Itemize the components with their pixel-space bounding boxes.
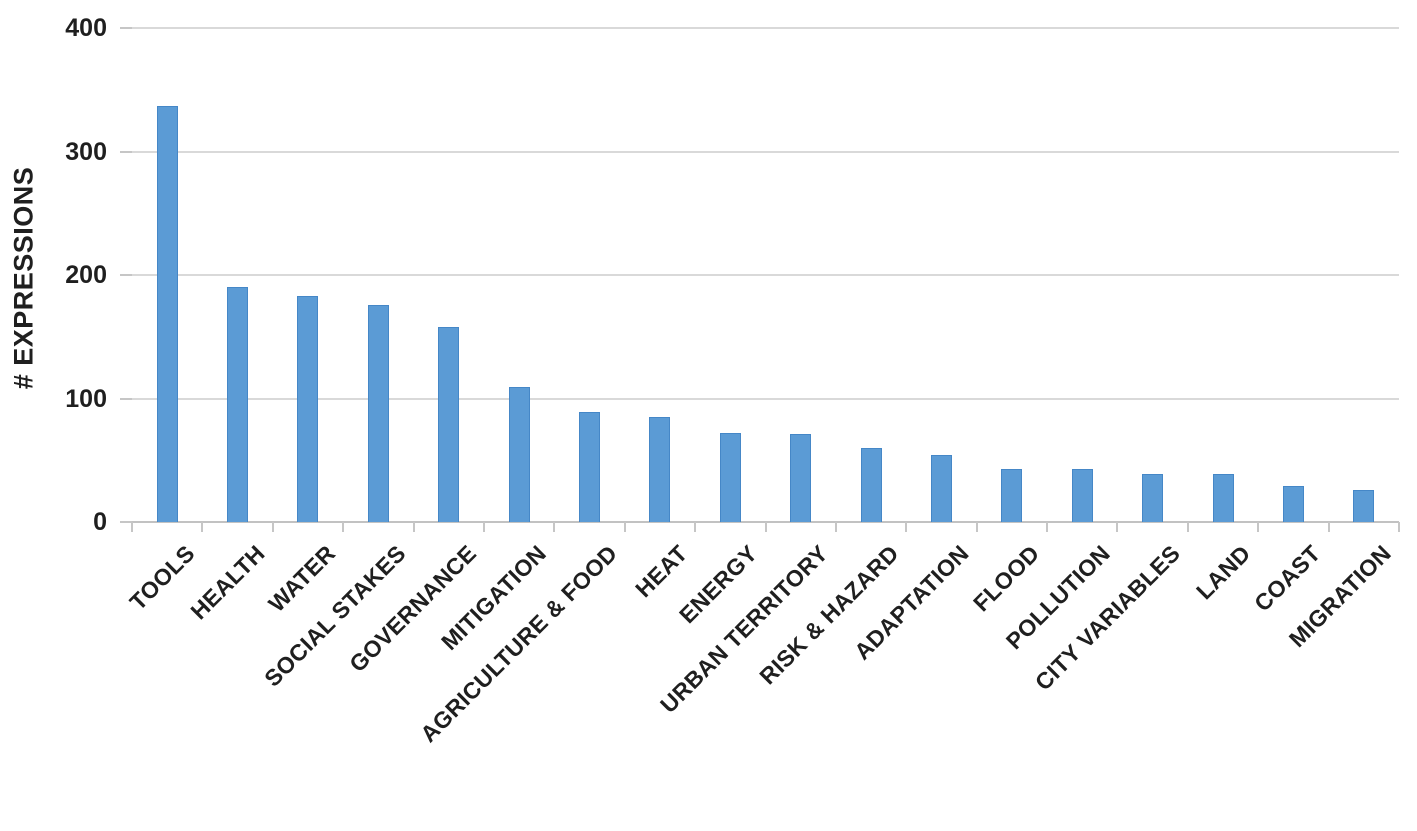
bar-risk-hazard — [860, 447, 882, 522]
x-boundary-tick — [131, 522, 133, 532]
bar-land — [1212, 473, 1234, 522]
x-boundary-tick — [764, 522, 767, 532]
x-boundary-tick — [342, 522, 345, 532]
x-boundary-tick — [201, 522, 204, 532]
gridline-400 — [132, 27, 1399, 29]
gridline-100 — [132, 397, 1399, 400]
bar-agriculture-food — [579, 412, 601, 522]
y-tick-0 — [120, 521, 132, 523]
x-boundary-tick — [905, 522, 908, 532]
x-boundary-tick — [1116, 522, 1119, 532]
y-tick-400 — [120, 27, 132, 29]
bar-tools — [156, 105, 178, 522]
y-tick-label-100: 100 — [65, 384, 107, 413]
x-boundary-tick — [482, 522, 485, 532]
bar-adaptation — [930, 455, 952, 522]
x-tick-label-governance: GOVERNANCE — [344, 540, 482, 678]
x-boundary-tick — [1046, 522, 1049, 532]
bar-migration — [1353, 489, 1375, 522]
bar-social-stakes — [367, 304, 389, 522]
gridline-200 — [132, 274, 1399, 276]
x-boundary-tick — [412, 522, 415, 532]
bar-governance — [438, 326, 460, 522]
bar-water — [297, 295, 319, 522]
bar-coast — [1282, 486, 1304, 522]
x-boundary-tick — [623, 522, 626, 532]
y-tick-label-0: 0 — [93, 508, 107, 536]
y-tick-label-300: 300 — [65, 137, 107, 166]
bar-urban-territory — [790, 434, 812, 522]
bar-energy — [719, 433, 741, 522]
bar-health — [227, 287, 249, 522]
x-tick-label-land: LAND — [1190, 540, 1256, 605]
bar-pollution — [1071, 468, 1093, 522]
bar-flood — [1001, 468, 1023, 522]
x-boundary-tick — [271, 522, 274, 532]
y-tick-100 — [120, 397, 132, 400]
y-tick-300 — [120, 150, 132, 153]
bar-city-variables — [1142, 473, 1164, 522]
x-tick-label-health: HEALTH — [185, 540, 270, 625]
x-boundary-tick — [553, 522, 556, 532]
x-boundary-tick — [694, 522, 697, 532]
y-tick-label-200: 200 — [65, 261, 107, 289]
bar-heat — [649, 417, 671, 522]
bar-mitigation — [508, 387, 530, 522]
x-boundary-tick — [1398, 522, 1400, 532]
x-tick-label-heat: HEAT — [629, 540, 693, 603]
gridline-300 — [132, 150, 1399, 153]
x-boundary-tick — [1257, 522, 1260, 532]
x-boundary-tick — [1327, 522, 1330, 532]
y-tick-200 — [120, 274, 132, 276]
x-boundary-tick — [1186, 522, 1189, 532]
x-boundary-tick — [975, 522, 978, 532]
y-tick-label-400: 400 — [65, 14, 107, 42]
x-boundary-tick — [834, 522, 837, 532]
